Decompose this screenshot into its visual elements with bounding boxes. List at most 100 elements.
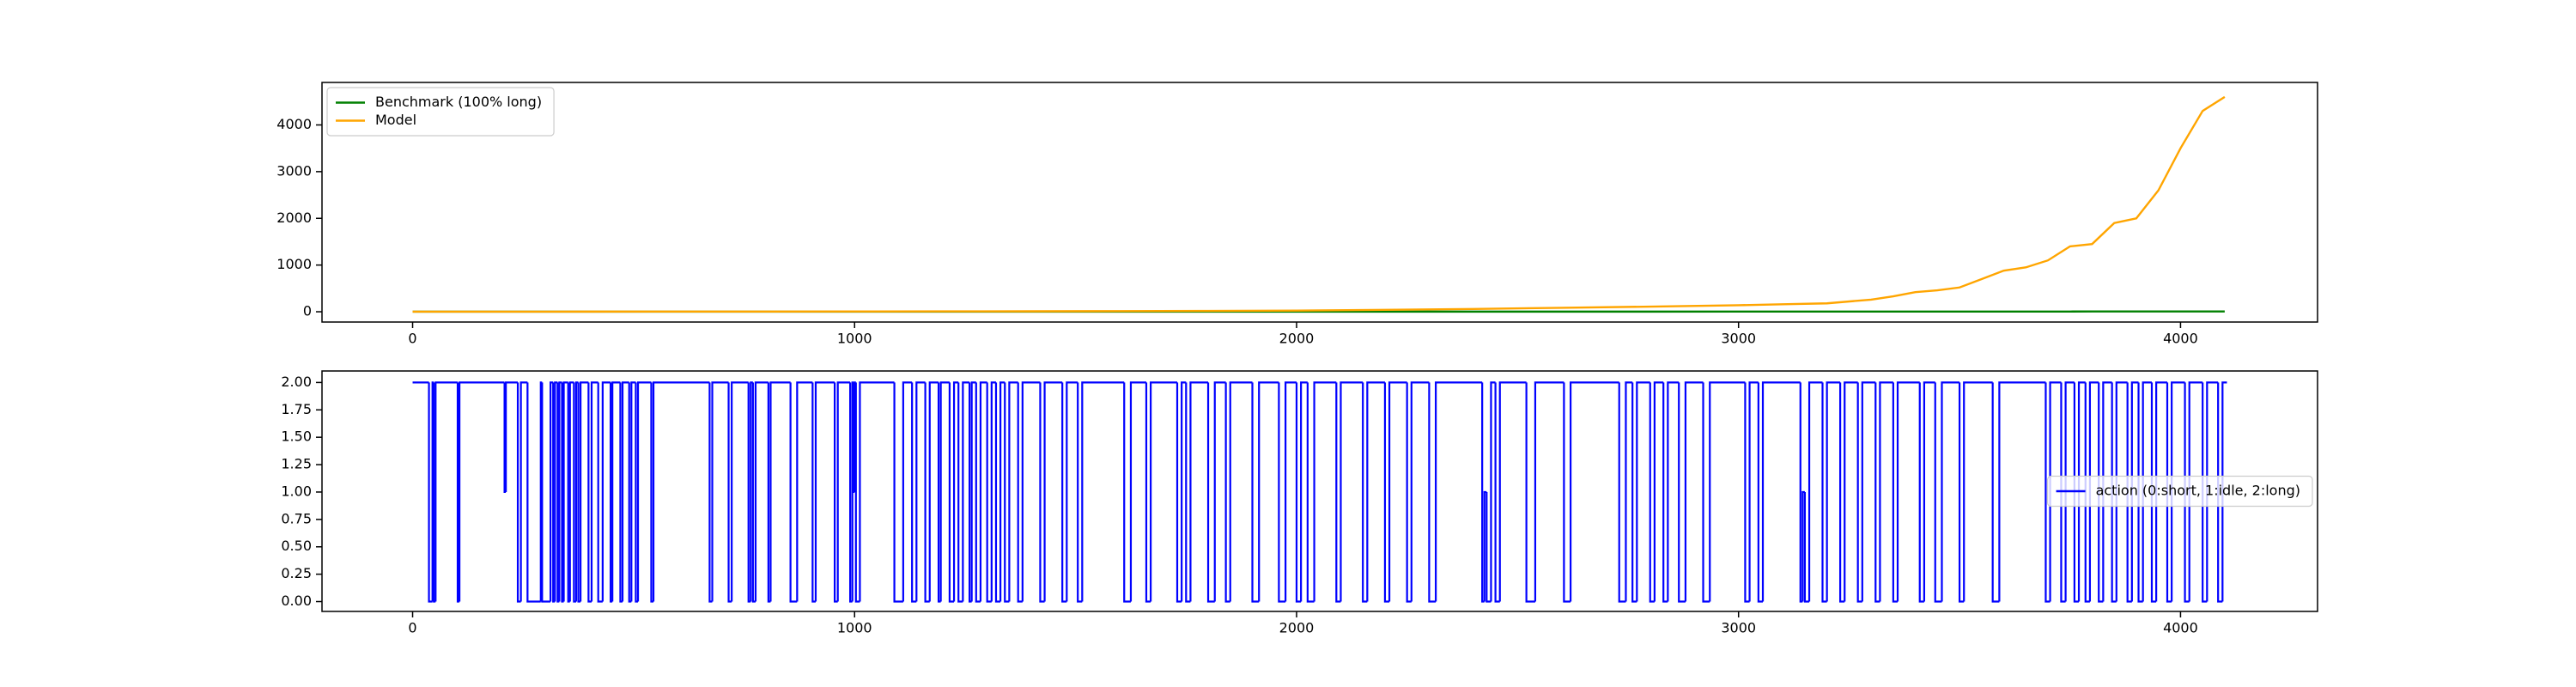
y-tick-label: 1.75 [281,401,312,417]
step-segment [1388,381,1407,602]
step-segment [2098,382,2104,603]
step-segment [811,382,816,603]
y-tick-label: 4000 [276,116,312,132]
step-segment [2044,382,2050,603]
step-segment [1129,381,1146,602]
step-segment [1748,381,1759,602]
step-segment [1383,382,1390,603]
step-segment [990,381,996,602]
step-segment [652,381,710,602]
step-segment [1340,381,1364,602]
step-segment [580,381,589,602]
step-segment [1757,382,1764,603]
y-tick-label: 3000 [276,162,312,179]
y-tick-label: 0.50 [281,538,312,554]
step-segment [1625,381,1633,602]
step-segment [1649,382,1655,603]
step-segment [434,381,459,602]
step-segment [1826,381,1841,602]
x-tick-label: 0 [408,620,416,636]
step-segment [1570,381,1619,602]
step-segment [1362,382,1368,603]
step-segment [1534,381,1564,602]
step-segment [975,382,981,603]
step-segment [1206,382,1215,603]
step-segment [915,381,926,602]
step-segment [893,382,903,603]
step-segment [1991,382,2000,603]
step-segment [1838,382,1845,603]
step-segment [1490,381,1496,602]
step-segment [1176,382,1182,603]
step-segment [2184,382,2190,603]
step-segment [1189,381,1209,602]
step-segment [1667,381,1680,602]
step-segment [1803,491,1810,603]
step-segment [2064,381,2075,602]
step-segment [1653,381,1664,602]
step-segment [1278,382,1286,603]
step-segment [1008,381,1018,602]
step-segment [1335,382,1341,603]
legend: action (0:short, 1:idle, 2:long) [2046,475,2313,508]
step-segment [1285,381,1297,602]
y-tick-label: 0.75 [281,510,312,526]
step-segment [541,382,551,603]
step-segment [1918,382,1924,603]
step-segment [1300,381,1308,602]
step-segment [1618,382,1626,603]
step-segment [2049,381,2062,602]
step-segment [1923,381,1935,602]
step-segment [1684,381,1704,602]
axes-frame [321,370,2318,612]
step-segment [1406,382,1412,603]
step-segment [789,382,798,603]
step-segment [769,381,791,602]
step-segment [621,381,629,602]
legend-label: action (0:short, 1:idle, 2:long) [2096,483,2300,499]
step-segment [1258,381,1279,602]
step-segment [1709,381,1746,602]
step-segment [1224,382,1230,603]
y-tick-label: 1.25 [281,456,312,472]
step-segment [1306,382,1315,603]
step-segment [814,381,835,602]
step-segment [2073,382,2080,603]
y-tick-label: 1.50 [281,429,312,445]
step-segment [2217,382,2223,603]
step-segment [1039,382,1045,603]
step-segment [428,382,433,603]
step-segment [970,381,976,602]
step-segment [1229,381,1253,602]
step-segment [2166,382,2172,603]
step-segment [2115,381,2128,602]
step-segment [1998,381,2046,602]
step-segment [924,382,930,603]
step-segment [2077,381,2086,602]
step-segment [1435,381,1483,602]
x-tick-label: 1000 [837,331,872,347]
step-segment [1821,382,1827,603]
step-segment [2155,381,2167,602]
step-segment [1563,382,1571,603]
step-segment [2084,382,2090,603]
step-segment [1150,381,1177,602]
step-segment [1861,381,1876,602]
step-segment [2130,381,2139,602]
step-segment [2060,382,2066,603]
step-segment [1485,491,1492,603]
step-segment [636,381,652,602]
legend-box [326,87,555,137]
step-segment [1061,382,1067,603]
step-segment [1807,381,1823,602]
step-segment [1934,382,1942,603]
step-segment [2206,381,2219,602]
step-segment [1145,382,1151,603]
legend-label: Benchmark (100% long) [375,94,542,110]
x-tick-label: 3000 [1721,620,1756,636]
step-segment [994,382,1001,603]
series-line [412,95,2226,313]
x-tick-label: 1000 [837,620,872,636]
